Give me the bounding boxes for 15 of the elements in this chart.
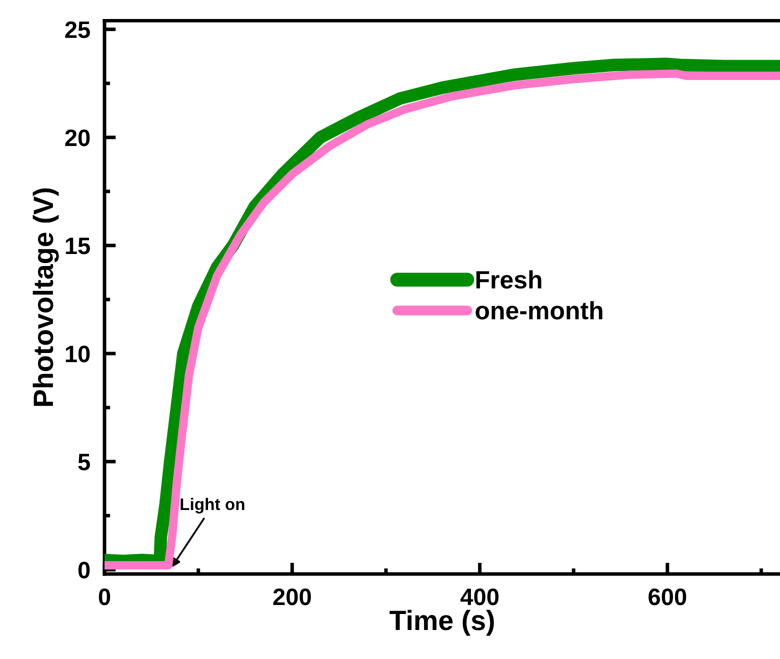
x-tick-label: 600 (648, 588, 686, 606)
y-tick-label: 5 (78, 454, 90, 470)
x-tick-label: 400 (460, 588, 499, 606)
legend-label: one-month (476, 301, 602, 320)
annotation: Light on (180, 498, 244, 514)
y-tick-label: 0 (78, 562, 90, 578)
y-tick-label: 25 (65, 21, 90, 38)
x-axis-title: Time (s) (390, 610, 494, 636)
x-tick-label: 200 (273, 588, 311, 606)
legend-label: Fresh (476, 270, 542, 289)
x-tick-label: 0 (98, 588, 110, 606)
y-axis-title: Photovoltage (V) (32, 188, 59, 406)
y-tick-label: 20 (65, 129, 90, 146)
y-tick-label: 10 (66, 346, 90, 362)
y-tick-label: 15 (66, 238, 90, 254)
